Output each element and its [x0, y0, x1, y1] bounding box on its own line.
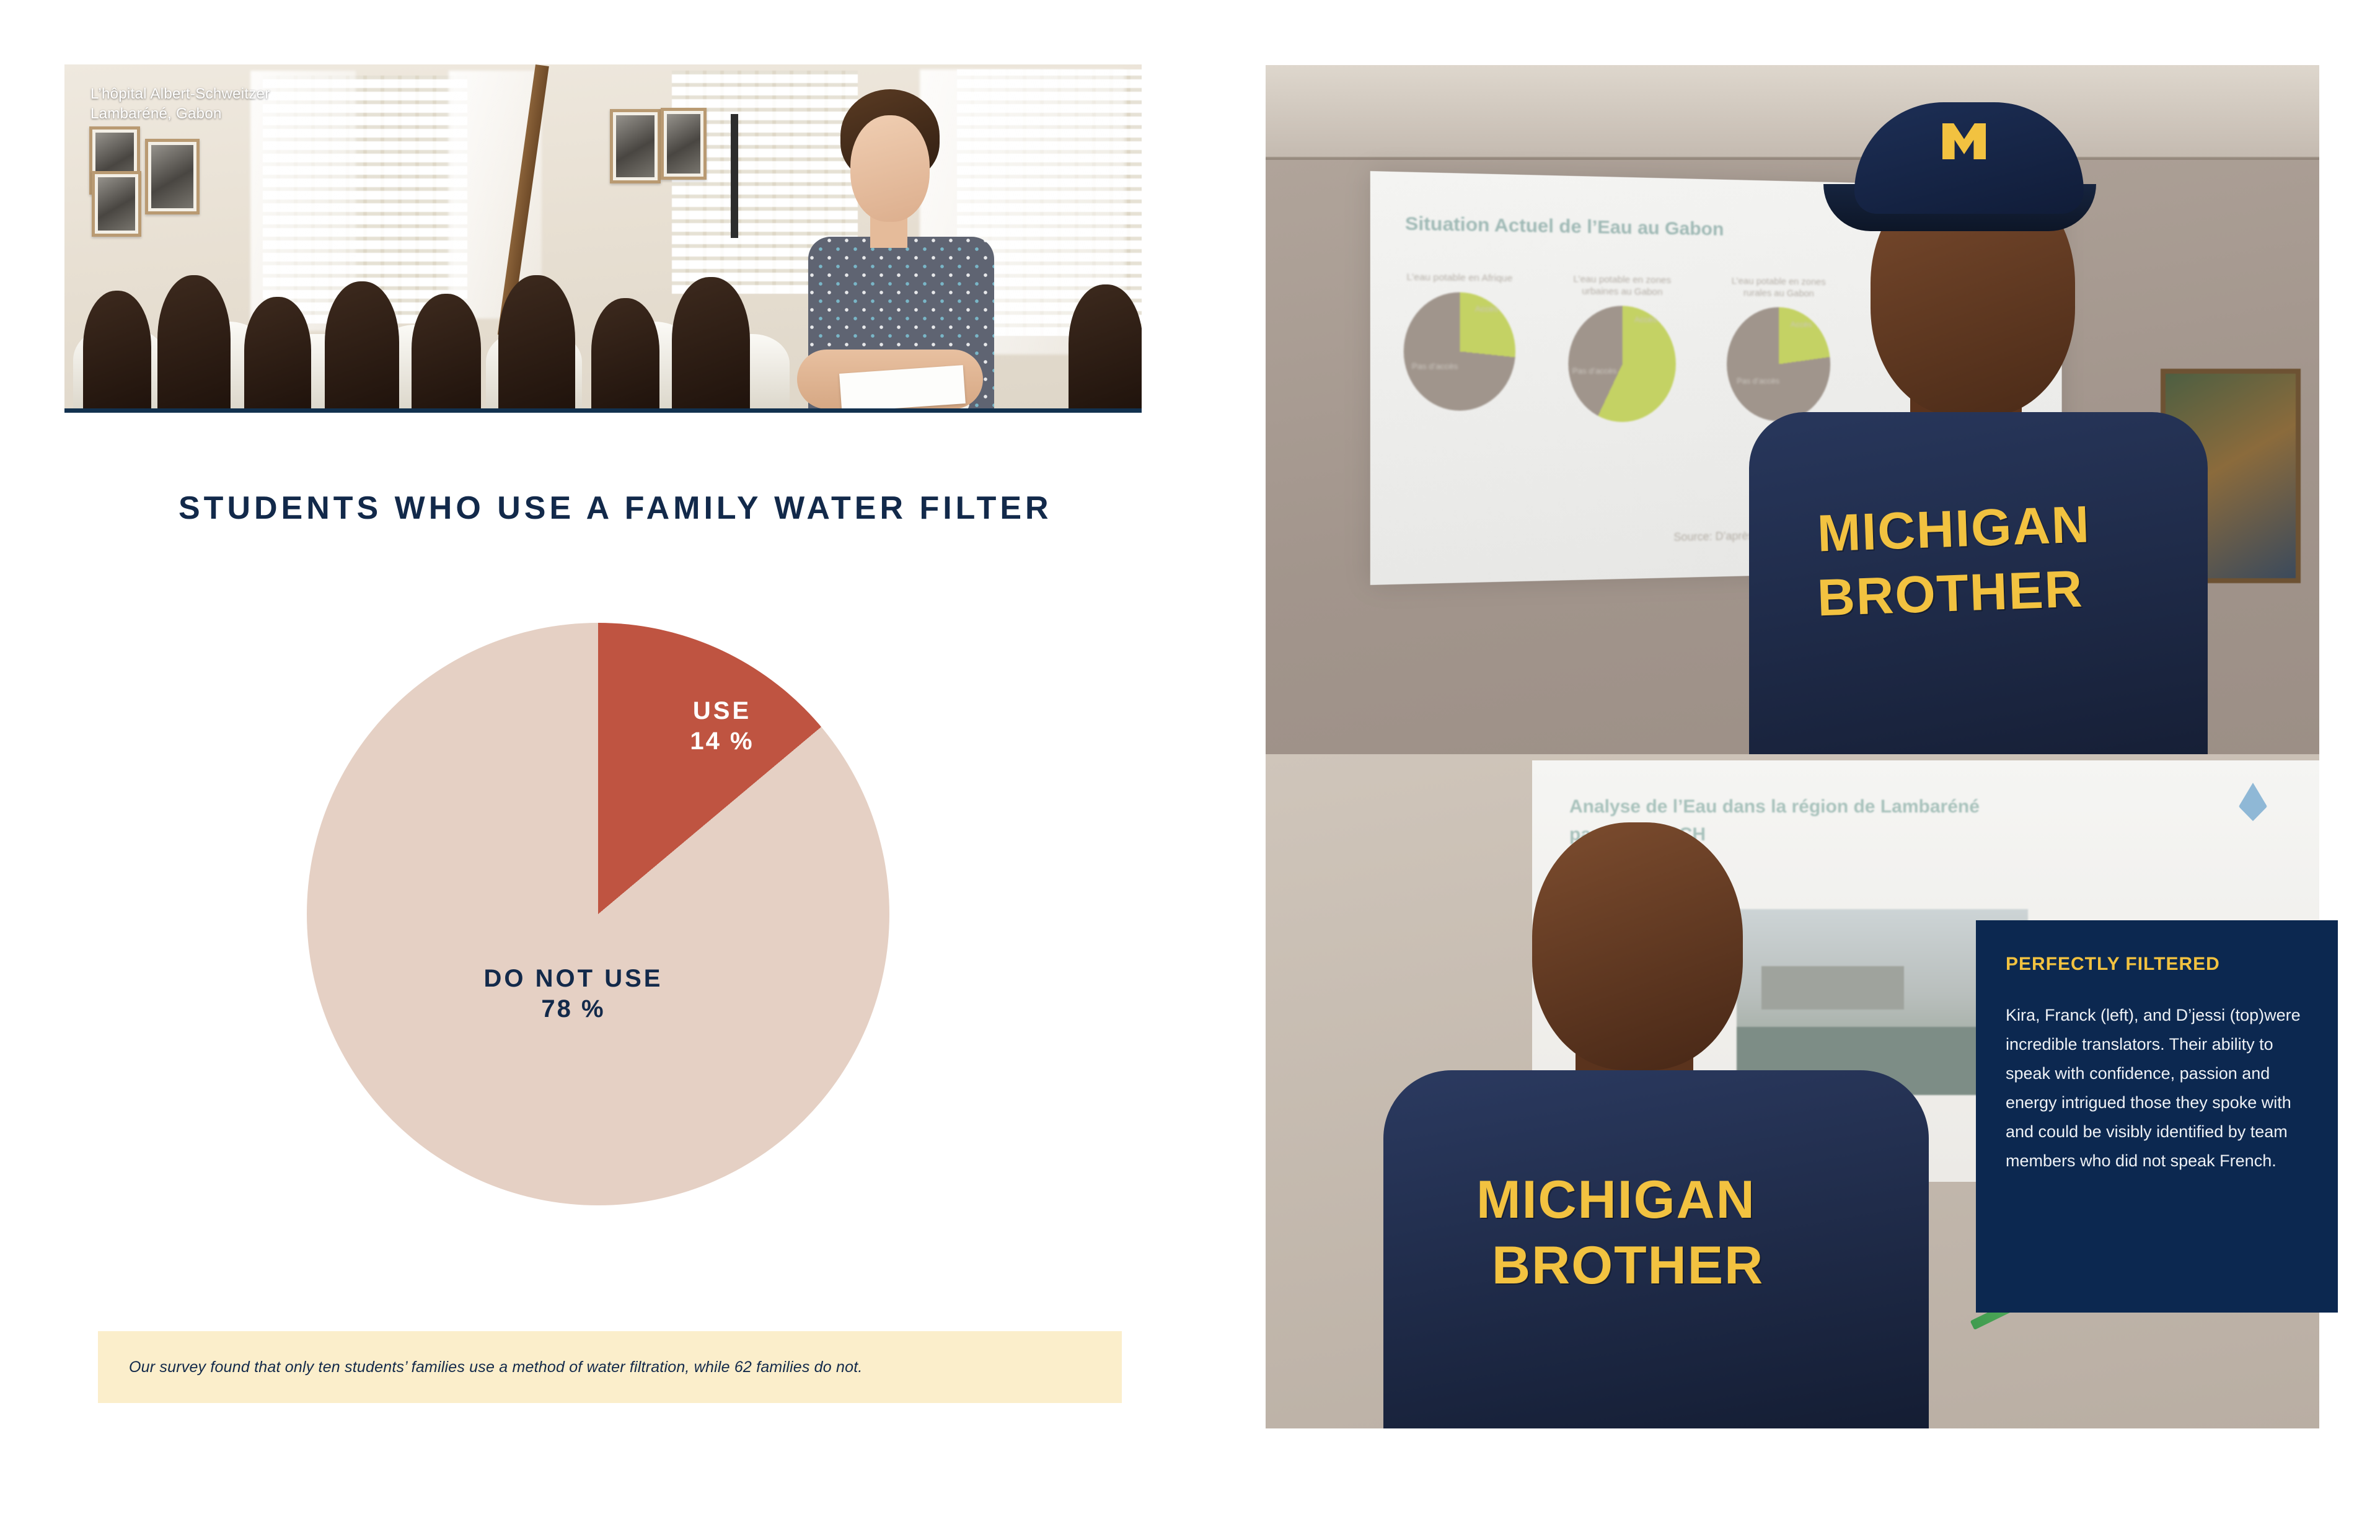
slide-pie-2-green-label: Accès	[1634, 314, 1657, 324]
presenter-face	[850, 115, 930, 222]
baseball-cap	[1854, 102, 2084, 214]
student-head	[591, 298, 659, 408]
pie-slice-value-use: 14 %	[690, 727, 754, 755]
speaker-torso	[1749, 412, 2208, 754]
shirt-text-line-1: MICHIGAN	[1816, 495, 2092, 563]
slide-photo-building	[1761, 966, 1904, 1010]
photo-caption: L’hôpital Albert-Schweitzer Lambaréné, G…	[90, 84, 270, 123]
wall-frame-2	[145, 139, 200, 214]
photo-caption-line-2: Lambaréné, Gabon	[90, 105, 222, 122]
slide-pie-1-green-label: Accès	[1474, 304, 1499, 314]
shirt-text-line-1: MICHIGAN	[1476, 1170, 1756, 1230]
callout-box: PERFECTLY FILTERED Kira, Franck (left), …	[1976, 920, 2338, 1313]
slide-pie-1-grey-label: Pas d’accès	[1411, 361, 1458, 371]
wall-pole	[731, 114, 738, 238]
water-droplet-icon	[2239, 783, 2267, 821]
wall-frame-3	[92, 171, 141, 237]
classroom-photo-scene	[64, 64, 1142, 408]
pie-slice-label-use: USE 14 %	[641, 696, 803, 757]
presenter-figure	[783, 89, 1031, 408]
speaker-franck: MICHIGAN BROTHER	[1724, 102, 2226, 754]
left-column: L’hôpital Albert-Schweitzer Lambaréné, G…	[0, 0, 1153, 1540]
right-column: Situation Actuel de l’Eau au Gabon L’eau…	[1266, 65, 2338, 1428]
pie-slice-value-do-not-use: 78 %	[541, 995, 606, 1023]
slide-pie-1: L’eau potable en Afrique Accès Pas d’acc…	[1397, 271, 1522, 411]
speaker-head	[1532, 822, 1743, 1070]
callout-body: Kira, Franck (left), and D’jessi (top)we…	[2006, 1006, 2301, 1170]
slide-pie-2: L’eau potable en zones urbaines au Gabon…	[1562, 274, 1682, 422]
slide-title-bottom-line-1: Analyse de l’Eau dans la région de Lamba…	[1569, 796, 1980, 817]
photo-speaker-top: Situation Actuel de l’Eau au Gabon L’eau…	[1266, 65, 2319, 754]
wall-frame-4	[610, 109, 661, 183]
curtain-left	[250, 71, 356, 331]
student-head	[1069, 284, 1142, 408]
pie-chart-graphic	[307, 623, 889, 1205]
pie-slice-name-do-not-use: DO NOT USE	[483, 965, 663, 992]
speaker-djessi: MICHIGAN BROTHER	[1377, 822, 1935, 1428]
shirt-text-line-2: BROTHER	[1492, 1236, 1765, 1295]
callout-heading: PERFECTLY FILTERED	[2006, 954, 2220, 974]
slide-pie-1-graphic: Accès Pas d’accès	[1403, 291, 1516, 411]
slide-pie-2-graphic: Accès Pas d’accès	[1568, 305, 1676, 422]
shirt-text-line-2: BROTHER	[1816, 559, 2084, 627]
student-head	[83, 291, 151, 408]
slide-pie-1-caption: L’eau potable en Afrique	[1406, 271, 1513, 284]
pie-chart: USE 14 % DO NOT USE 78 %	[307, 623, 889, 1205]
student-head	[498, 275, 575, 408]
student-head	[325, 281, 399, 408]
student-head	[157, 275, 231, 408]
slide-title-top: Situation Actuel de l’Eau au Gabon	[1404, 213, 1724, 240]
ceiling	[1266, 65, 2319, 158]
footnote-band: Our survey found that only ten students’…	[98, 1331, 1122, 1403]
student-head	[412, 294, 481, 408]
pie-slice-label-do-not-use: DO NOT USE 78 %	[400, 964, 747, 1024]
page-title: STUDENTS WHO USE A FAMILY WATER FILTER	[178, 490, 1052, 526]
pie-slice-name-use: USE	[692, 697, 752, 724]
ceiling-line	[1266, 157, 2319, 160]
photo-caption-line-1: L’hôpital Albert-Schweitzer	[90, 86, 270, 102]
speaker-torso	[1383, 1070, 1929, 1428]
classroom-photo: L’hôpital Albert-Schweitzer Lambaréné, G…	[64, 64, 1142, 413]
student-head	[672, 277, 750, 408]
student-head	[244, 297, 311, 408]
wall-frame-5	[661, 108, 707, 180]
footnote-text: Our survey found that only ten students’…	[129, 1358, 863, 1376]
slide-pie-2-caption: L’eau potable en zones urbaines au Gabon	[1573, 273, 1671, 297]
slide-pie-2-grey-label: Pas d’accès	[1572, 366, 1617, 376]
